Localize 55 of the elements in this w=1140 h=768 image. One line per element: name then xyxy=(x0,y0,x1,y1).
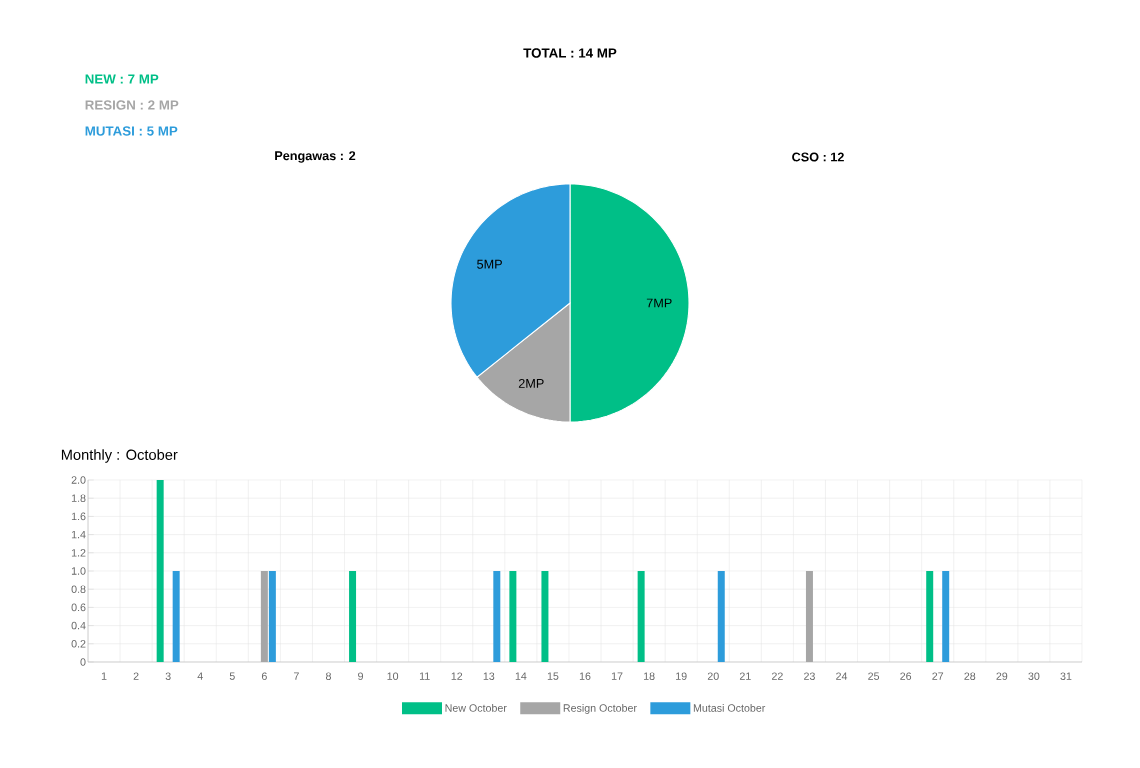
x-tick-label: 14 xyxy=(515,672,527,680)
x-tick-label: 24 xyxy=(836,672,848,680)
y-tick-label: 1.8 xyxy=(71,494,86,502)
y-tick-label: 1.0 xyxy=(71,567,86,575)
x-tick-label: 26 xyxy=(900,672,912,680)
x-tick-label: 13 xyxy=(483,672,495,680)
y-tick-label: 0 xyxy=(80,658,86,666)
legend-label: Resign October xyxy=(563,703,637,714)
x-tick-label: 27 xyxy=(932,672,944,680)
legend-label: Mutasi October xyxy=(693,703,766,712)
x-tick-label: 9 xyxy=(358,672,363,680)
chart-title: TOTAL : 14 MP xyxy=(523,48,617,58)
x-tick-label: 18 xyxy=(644,672,655,680)
x-tick-label: 28 xyxy=(964,672,976,680)
x-tick-label: 23 xyxy=(804,672,815,680)
x-tick-label: 30 xyxy=(1028,672,1040,680)
x-tick-label: 11 xyxy=(419,672,430,680)
data-label: 5MP xyxy=(477,259,502,269)
y-tick-label: 0.4 xyxy=(71,621,86,630)
data-label: 7MP xyxy=(646,298,672,308)
x-tick-label: 25 xyxy=(868,672,880,680)
x-tick-label: 31 xyxy=(1060,672,1072,680)
x-tick-label: 17 xyxy=(611,672,623,680)
text: Pengawas : 2 xyxy=(275,151,356,163)
x-tick-label: 4 xyxy=(197,672,203,680)
x-tick-label: 12 xyxy=(451,672,463,680)
x-tick-label: 29 xyxy=(996,672,1008,680)
x-tick-label: 1 xyxy=(101,672,107,680)
x-tick-label: 21 xyxy=(739,672,751,680)
legend-label: New October xyxy=(445,703,507,712)
x-tick-label: 10 xyxy=(387,672,399,680)
x-tick-label: 20 xyxy=(707,672,719,680)
x-tick-label: 16 xyxy=(579,672,591,680)
x-tick-label: 7 xyxy=(294,672,299,680)
x-tick-label: 19 xyxy=(676,672,687,680)
y-tick-label: 0.8 xyxy=(71,585,86,593)
y-tick-label: 1.6 xyxy=(71,512,86,521)
data-label: 2MP xyxy=(518,378,544,388)
chart-title: Monthly : October xyxy=(61,449,178,463)
x-tick-label: 2 xyxy=(133,672,139,680)
y-tick-label: 0.6 xyxy=(71,603,86,612)
x-tick-label: 15 xyxy=(547,672,559,680)
text: NEW : 7 MP xyxy=(85,74,159,84)
text: CSO : 12 xyxy=(792,152,844,162)
x-tick-label: 5 xyxy=(229,672,235,680)
y-tick-label: 1.2 xyxy=(71,549,86,557)
y-tick-label: 1.4 xyxy=(71,530,86,539)
text: RESIGN : 2 MP xyxy=(85,100,179,110)
x-tick-label: 6 xyxy=(261,672,267,680)
text: MUTASI : 5 MP xyxy=(85,126,178,136)
y-tick-label: 0.2 xyxy=(71,640,86,648)
x-tick-label: 8 xyxy=(325,672,331,680)
x-tick-label: 22 xyxy=(772,672,783,680)
y-tick-label: 2.0 xyxy=(71,476,86,484)
x-tick-label: 3 xyxy=(165,672,171,680)
